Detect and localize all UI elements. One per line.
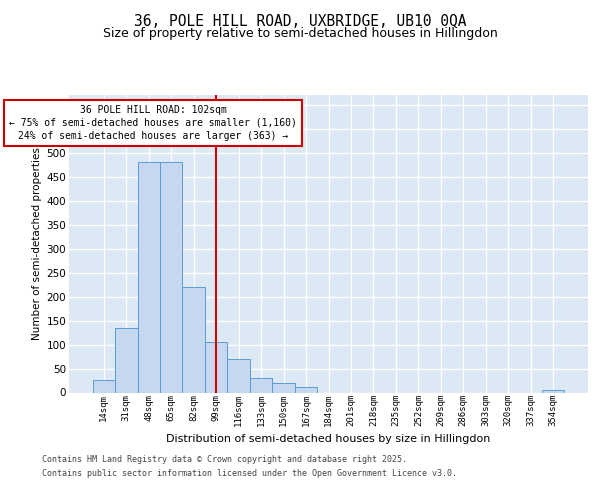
Bar	[92, 380, 115, 392]
Bar	[205, 342, 227, 392]
Bar	[295, 386, 317, 392]
Bar	[115, 328, 137, 392]
Text: Contains public sector information licensed under the Open Government Licence v3: Contains public sector information licen…	[42, 469, 457, 478]
X-axis label: Distribution of semi-detached houses by size in Hillingdon: Distribution of semi-detached houses by …	[166, 434, 491, 444]
Bar	[227, 359, 250, 392]
Text: 36 POLE HILL ROAD: 102sqm
← 75% of semi-detached houses are smaller (1,160)
24% : 36 POLE HILL ROAD: 102sqm ← 75% of semi-…	[10, 104, 297, 141]
Bar	[542, 390, 565, 392]
Bar	[272, 383, 295, 392]
Text: Size of property relative to semi-detached houses in Hillingdon: Size of property relative to semi-detach…	[103, 27, 497, 40]
Bar	[250, 378, 272, 392]
Y-axis label: Number of semi-detached properties: Number of semi-detached properties	[32, 148, 43, 340]
Text: Contains HM Land Registry data © Crown copyright and database right 2025.: Contains HM Land Registry data © Crown c…	[42, 455, 407, 464]
Bar	[160, 162, 182, 392]
Text: 36, POLE HILL ROAD, UXBRIDGE, UB10 0QA: 36, POLE HILL ROAD, UXBRIDGE, UB10 0QA	[134, 14, 466, 29]
Bar	[182, 287, 205, 393]
Bar	[137, 162, 160, 392]
